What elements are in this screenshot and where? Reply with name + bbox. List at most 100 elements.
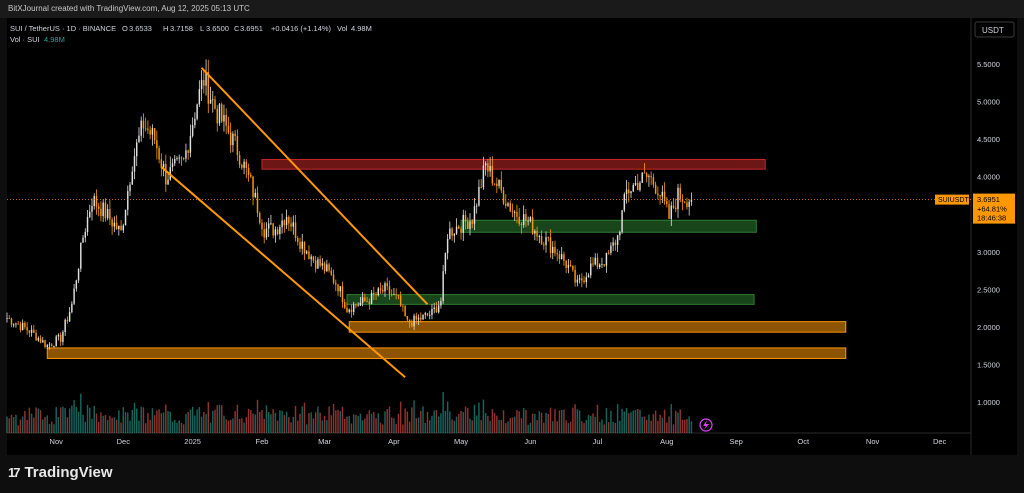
candle-body xyxy=(319,259,321,266)
time-tick-label: Dec xyxy=(117,437,131,446)
volume-bar xyxy=(53,424,55,433)
volume-bar xyxy=(659,414,661,433)
volume-bar xyxy=(55,407,57,433)
candle-body xyxy=(487,163,489,172)
volume-bar xyxy=(435,409,438,433)
volume-bar xyxy=(314,412,317,433)
candle-body xyxy=(290,223,292,227)
candle-body xyxy=(536,230,538,237)
volume-bar xyxy=(402,424,404,433)
candle-body xyxy=(527,220,529,222)
volume-bar xyxy=(77,411,80,433)
trend-channel[interactable] xyxy=(160,67,429,378)
candle-body xyxy=(203,80,205,86)
volume-bar xyxy=(308,413,310,433)
candle-body xyxy=(373,292,375,295)
volume-bar xyxy=(675,410,677,433)
volume-indicator-label[interactable]: Vol · SUI xyxy=(10,35,40,44)
currency-label: USDT xyxy=(982,26,1004,35)
time-tick-label: Sep xyxy=(729,437,742,446)
candle-body xyxy=(129,184,131,192)
chart-frame[interactable] xyxy=(7,18,1017,455)
volume-bar xyxy=(643,416,646,433)
volume-bar xyxy=(82,414,84,433)
candle-body xyxy=(272,223,274,236)
volume-bar xyxy=(637,409,639,433)
candle-body xyxy=(89,211,91,218)
candle-body xyxy=(473,206,476,224)
volume-bar xyxy=(370,413,373,433)
candle-body xyxy=(661,191,664,197)
volume-bar xyxy=(560,409,563,433)
price-tick-label: 4.0000 xyxy=(977,173,1000,182)
volume-bar xyxy=(498,419,500,433)
volume-bar xyxy=(578,410,581,433)
volume-bar xyxy=(670,404,673,433)
lightning-icon[interactable] xyxy=(699,418,713,432)
volume-bar xyxy=(140,406,142,433)
currency-button[interactable]: USDT xyxy=(974,21,1015,38)
candle-body xyxy=(435,307,438,313)
candle-body xyxy=(328,264,330,271)
candle-body xyxy=(475,205,478,207)
volume-bar xyxy=(122,407,125,433)
volume-bar xyxy=(518,411,520,433)
tradingview-logo[interactable]: 17 TradingView xyxy=(8,464,113,481)
volume-bar xyxy=(558,410,561,433)
candle-body xyxy=(565,260,567,268)
candle-body xyxy=(218,104,221,124)
candle-body xyxy=(162,163,165,168)
volume-bar xyxy=(536,420,538,433)
candle-body xyxy=(679,187,681,200)
symbol-title[interactable]: SUI / TetherUS · 1D · BINANCE xyxy=(10,24,116,33)
candle-body xyxy=(402,305,404,307)
volume-bar xyxy=(214,409,216,433)
candle-body xyxy=(460,228,462,233)
volume-bar xyxy=(200,416,203,433)
volume-bar xyxy=(346,416,348,433)
candle-body xyxy=(10,318,13,325)
candle-body xyxy=(569,264,572,266)
volume-bar xyxy=(467,407,469,433)
candle-body xyxy=(348,309,350,312)
candle-body xyxy=(496,183,498,186)
time-tick-label: 2025 xyxy=(184,437,201,446)
volume-bar xyxy=(344,419,346,433)
candle-body xyxy=(26,327,28,331)
candle-body xyxy=(196,104,198,119)
candle-body xyxy=(176,158,178,160)
candle-body xyxy=(225,114,227,126)
price-tick-label: 5.0000 xyxy=(977,98,1000,107)
volume-bar xyxy=(424,422,426,433)
volume-bar xyxy=(406,411,409,433)
volume-bar xyxy=(317,406,319,433)
volume-bar xyxy=(51,421,53,433)
low-label: L xyxy=(200,24,204,33)
volume-bar xyxy=(24,410,26,433)
volume-bar xyxy=(187,411,189,433)
candle-body xyxy=(113,222,116,227)
candle-body xyxy=(628,189,630,194)
zone-resistance xyxy=(261,158,766,170)
author-watermark: BitXJournal created with TradingView.com… xyxy=(8,4,250,13)
candle-body xyxy=(135,142,138,157)
volume-bar xyxy=(169,411,172,433)
candle-body xyxy=(543,244,545,246)
volume-bar xyxy=(413,400,415,433)
volume-bar xyxy=(489,420,491,433)
volume-bar xyxy=(563,409,565,433)
candle-body xyxy=(681,199,684,202)
candle-body xyxy=(346,307,348,312)
candle-body xyxy=(639,182,641,191)
volume-bar xyxy=(189,409,192,433)
volume-bar xyxy=(469,418,471,433)
volume-bar xyxy=(133,402,136,433)
volume-bar xyxy=(274,413,277,433)
candle-body xyxy=(156,140,158,149)
candle-body xyxy=(352,304,355,313)
candle-body xyxy=(198,89,201,105)
volume-bar xyxy=(596,404,599,433)
volume-bar xyxy=(487,415,489,433)
volume-bar xyxy=(594,416,596,433)
